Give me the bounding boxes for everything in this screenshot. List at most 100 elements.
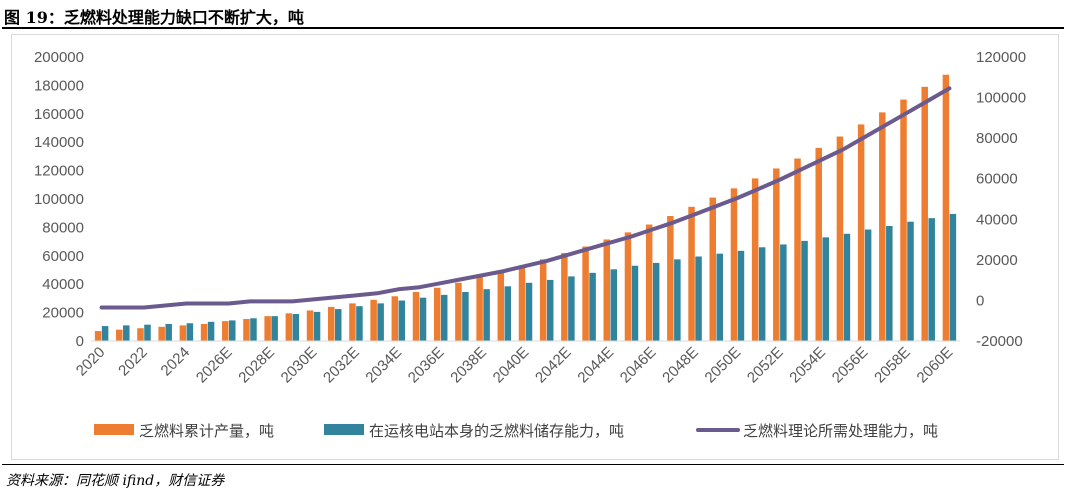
bar-cumulative-2057E [879, 112, 886, 341]
bar-storage-2057E [886, 225, 893, 341]
bar-storage-2030E [313, 311, 321, 341]
x-axis-tick-label: 2046E [617, 344, 660, 387]
x-axis-tick-label: 2024 [158, 344, 194, 380]
bar-cumulative-2032E [349, 303, 356, 341]
x-axis-tick-label: 2052E [744, 344, 787, 387]
bar-cumulative-2039E [497, 271, 505, 341]
bar-cumulative-2036E [433, 287, 441, 341]
x-axis-tick-label: 2026E [193, 344, 236, 387]
bar-cumulative-2060E [942, 74, 950, 341]
bar-storage-2034E [398, 300, 406, 341]
left-axis-tick-label: 60000 [42, 248, 84, 265]
chart-frame [11, 34, 1059, 460]
x-axis-tick-label: 2034E [362, 344, 405, 387]
x-axis-tick-label: 2030E [278, 344, 321, 387]
x-axis-tick-label: 2042E [532, 344, 575, 387]
bar-storage-2021 [123, 325, 130, 341]
bar-storage-2043E [589, 272, 596, 341]
bottom-rule [2, 464, 1064, 465]
bar-cumulative-2054E [815, 147, 822, 341]
right-axis-tick-label: 0 [976, 292, 984, 309]
bar-cumulative-2027E [243, 318, 250, 341]
bar-cumulative-2025E [200, 323, 208, 341]
bar-cumulative-2023 [158, 326, 165, 341]
bar-storage-2054E [822, 237, 829, 341]
bar-cumulative-2029E [285, 313, 293, 341]
right-axis-tick-label: 20000 [976, 252, 1018, 269]
bar-cumulative-2049E [709, 197, 717, 341]
x-axis-tick-label: 2050E [702, 344, 745, 387]
bar-cumulative-2050E [730, 188, 738, 341]
x-axis-tick-label: 2022 [115, 344, 151, 380]
bar-cumulative-2044E [603, 239, 611, 341]
x-axis-tick-label: 2028E [235, 344, 278, 387]
legend-cumulative-label: 乏燃料累计产量，吨 [139, 422, 274, 440]
bar-storage-2025E [207, 321, 215, 341]
bar-cumulative-2041E [539, 259, 547, 341]
bar-cumulative-2045E [624, 232, 632, 341]
right-axis-tick-label: 100000 [976, 90, 1026, 107]
left-axis-tick-label: 40000 [42, 276, 84, 293]
bar-cumulative-2037E [455, 282, 462, 341]
left-axis-tick-label: 80000 [42, 219, 84, 236]
bar-cumulative-2033E [370, 299, 377, 341]
bar-storage-2049E [716, 253, 724, 341]
right-axis-tick-label: 40000 [976, 211, 1018, 228]
bar-cumulative-2043E [582, 246, 589, 341]
bar-storage-2056E [864, 229, 872, 341]
bar-storage-2032E [356, 306, 363, 341]
bar-storage-2055E [843, 233, 851, 341]
bar-storage-2040E [525, 282, 533, 341]
x-axis-tick-label: 2054E [786, 344, 829, 387]
bar-storage-2039E [504, 286, 512, 341]
bar-storage-2035E [419, 297, 427, 341]
x-axis-tick-label: 2044E [574, 344, 617, 387]
bar-storage-2020 [101, 326, 109, 341]
bar-storage-2026E [229, 320, 236, 341]
x-axis-tick-label: 2048E [659, 344, 702, 387]
legend-storage-label: 在运核电站本身的乏燃料储存能力，吨 [369, 422, 624, 440]
bar-storage-2023 [165, 323, 172, 341]
bar-cumulative-2030E [306, 310, 314, 341]
x-axis-tick-label: 2036E [405, 344, 448, 387]
right-axis-tick-label: 120000 [976, 49, 1026, 66]
bar-cumulative-2059E [921, 86, 928, 341]
bar-storage-2047E [674, 259, 681, 341]
left-axis-tick-label: 20000 [42, 305, 84, 322]
bar-cumulative-2038E [476, 277, 483, 341]
x-axis-tick-label: 2040E [490, 344, 533, 387]
bar-cumulative-2024 [179, 325, 187, 341]
legend-required-label: 乏燃料理论所需处理能力，吨 [743, 422, 938, 440]
bar-cumulative-2048E [688, 206, 695, 341]
bar-storage-2028E [271, 316, 278, 341]
bar-storage-2042E [568, 276, 575, 341]
bar-cumulative-2052E [773, 168, 780, 341]
legend-storage-swatch [324, 424, 364, 435]
x-axis-tick-label: 2038E [447, 344, 490, 387]
bar-cumulative-2028E [264, 316, 271, 341]
bar-cumulative-2053E [794, 158, 801, 341]
left-axis-tick-label: 180000 [34, 77, 84, 94]
bar-storage-2052E [780, 244, 787, 341]
bar-storage-2033E [377, 303, 384, 341]
right-axis-tick-label: 60000 [976, 171, 1018, 188]
bar-cumulative-2047E [667, 216, 674, 341]
bar-storage-2045E [631, 265, 639, 341]
bar-storage-2027E [250, 318, 257, 341]
bar-cumulative-2046E [645, 224, 653, 341]
left-axis-tick-label: 100000 [34, 191, 84, 208]
bar-storage-2022 [144, 324, 151, 341]
left-axis-tick-label: 200000 [34, 49, 84, 66]
bar-storage-2038E [483, 289, 490, 341]
bar-cumulative-2020 [94, 331, 102, 341]
left-axis-tick-label: 0 [76, 333, 84, 350]
bar-storage-2044E [610, 269, 618, 341]
source-note: 资料来源：同花顺 ifind，财信证券 [6, 473, 225, 489]
legend-cumulative-swatch [94, 424, 134, 435]
bar-cumulative-2058E [900, 99, 907, 341]
bar-cumulative-2040E [518, 265, 526, 341]
bar-storage-2058E [907, 221, 914, 341]
bar-cumulative-2035E [412, 292, 420, 341]
bar-cumulative-2021 [116, 329, 123, 341]
